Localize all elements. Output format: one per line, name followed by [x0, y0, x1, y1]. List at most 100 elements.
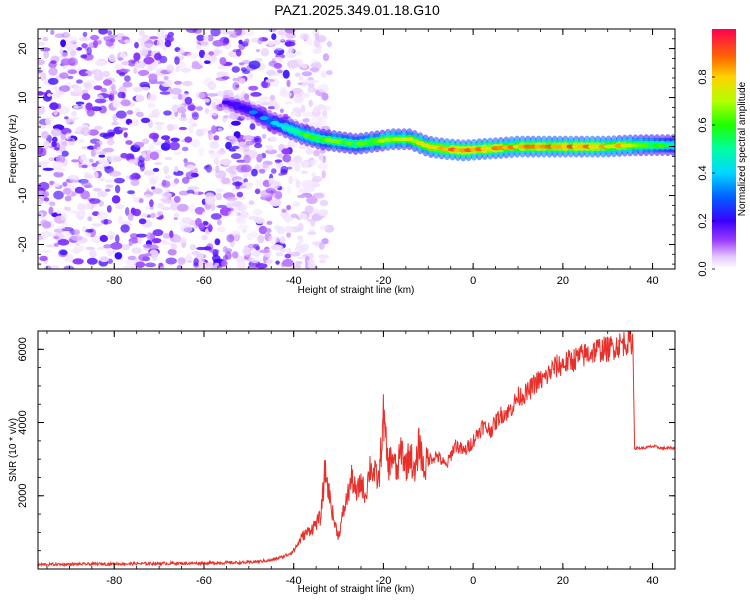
noise-blob	[244, 181, 250, 186]
noise-blob	[122, 265, 135, 269]
noise-blob	[307, 258, 315, 268]
noise-blob	[308, 99, 314, 108]
noise-blob	[295, 179, 301, 189]
noise-blob	[38, 91, 44, 96]
noise-blob	[293, 63, 301, 68]
noise-blob	[187, 186, 200, 191]
noise-blob	[48, 206, 54, 215]
noise-blob	[161, 180, 171, 188]
noise-blob	[237, 224, 249, 230]
noise-blob	[201, 127, 209, 133]
noise-blob	[146, 232, 152, 241]
noise-blob	[292, 201, 300, 207]
noise-blob	[268, 41, 274, 47]
noise-blob	[248, 200, 255, 205]
noise-blob	[133, 52, 141, 61]
noise-blob	[210, 213, 222, 220]
noise-blob	[63, 265, 75, 269]
noise-blob	[89, 198, 101, 204]
noise-blob	[76, 203, 86, 212]
noise-blob	[155, 81, 165, 85]
noise-blob	[254, 137, 260, 142]
noise-blob	[280, 165, 289, 174]
noise-blob	[123, 220, 131, 225]
noise-blob	[93, 40, 98, 48]
noise-blob	[214, 158, 220, 166]
noise-blob	[40, 219, 48, 227]
noise-blob	[79, 155, 87, 164]
noise-blob	[120, 152, 129, 159]
noise-blob	[211, 265, 218, 269]
noise-blob	[301, 79, 309, 88]
noise-blob	[260, 101, 269, 106]
noise-blob	[274, 103, 280, 111]
noise-blob	[43, 50, 50, 59]
noise-blob	[65, 36, 78, 43]
noise-blob	[313, 150, 321, 157]
noise-blob	[293, 155, 302, 164]
noise-blob	[114, 252, 123, 260]
x-tick-label: 0	[470, 575, 476, 587]
noise-blob	[294, 50, 302, 56]
noise-blob	[106, 129, 115, 138]
noise-blob	[287, 47, 295, 54]
noise-blob	[41, 249, 51, 253]
noise-blob	[216, 219, 222, 226]
noise-blob	[254, 188, 261, 195]
noise-blob	[198, 49, 206, 59]
noise-blob	[173, 178, 180, 184]
noise-blob	[133, 86, 143, 92]
noise-blob	[320, 70, 327, 79]
noise-blob	[50, 60, 57, 64]
noise-blob	[71, 235, 83, 242]
noise-blob	[228, 50, 239, 58]
noise-blob	[132, 208, 142, 217]
x-tick-label: 40	[646, 275, 658, 287]
colorbar-label: Normalized spectral amplitude	[737, 81, 748, 216]
noise-blob	[237, 261, 247, 269]
noise-blob	[271, 168, 277, 174]
noise-blob	[50, 265, 60, 269]
spectrogram-y-axis-label: Frequency (Hz)	[8, 115, 19, 184]
noise-blob	[102, 70, 110, 78]
noise-blob	[106, 138, 115, 146]
noise-blob	[307, 231, 317, 236]
noise-blob	[139, 48, 149, 57]
noise-blob	[228, 124, 233, 130]
noise-blob	[215, 165, 220, 174]
noise-blob	[284, 41, 296, 47]
noise-blob	[286, 186, 291, 194]
noise-blob	[317, 84, 329, 93]
noise-blob	[296, 194, 306, 199]
noise-blob	[317, 209, 329, 217]
noise-blob	[258, 96, 270, 101]
noise-blob	[141, 151, 147, 158]
noise-blob	[131, 247, 142, 254]
noise-blob	[243, 154, 251, 164]
ridge-segment	[259, 116, 269, 121]
noise-blob	[115, 110, 127, 119]
noise-blob	[242, 135, 254, 141]
noise-blob	[56, 209, 62, 215]
noise-blob	[186, 52, 199, 59]
noise-blob	[295, 261, 301, 269]
noise-blob	[149, 36, 159, 40]
noise-blob	[307, 122, 317, 127]
noise-blob	[80, 127, 91, 136]
x-tick-label: -60	[196, 275, 212, 287]
noise-blob	[288, 175, 293, 185]
noise-blob	[85, 184, 93, 189]
y-tick-label: -10	[17, 188, 29, 204]
noise-blob	[156, 39, 164, 47]
noise-blob	[146, 214, 151, 218]
noise-blob	[191, 139, 201, 148]
noise-blob	[202, 211, 207, 216]
x-tick-label: -40	[286, 575, 302, 587]
noise-blob	[80, 54, 88, 59]
noise-blob	[85, 246, 94, 250]
x-tick-label: -20	[375, 575, 391, 587]
noise-blob	[153, 52, 162, 61]
noise-blob	[211, 125, 217, 134]
noise-blob	[286, 204, 291, 211]
noise-blob	[232, 181, 244, 186]
